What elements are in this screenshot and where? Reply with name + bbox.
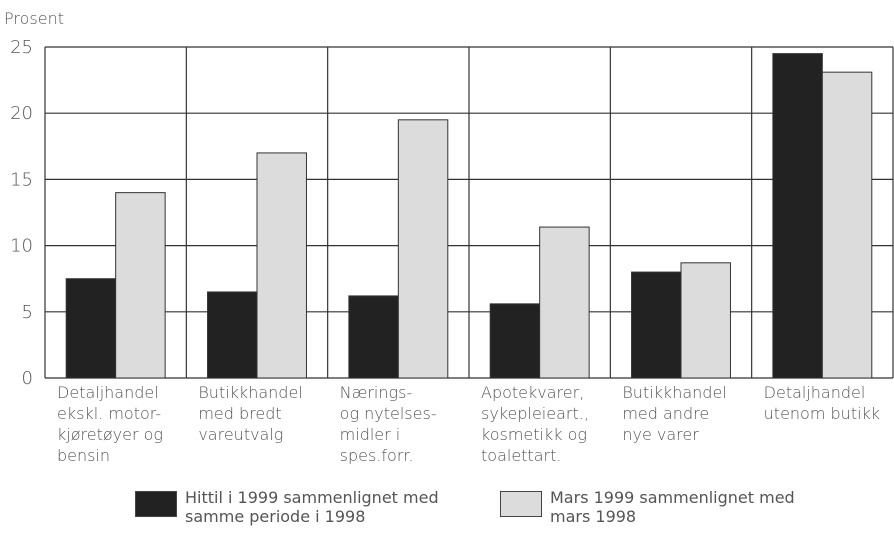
legend-swatch xyxy=(135,491,177,517)
x-tick-label: med andre xyxy=(622,404,709,423)
y-tick-label: 5 xyxy=(22,302,33,323)
legend-label: Mars 1999 sammenlignet med mars 1998 xyxy=(550,488,795,526)
legend-entry: Mars 1999 sammenlignet med mars 1998 xyxy=(500,488,850,532)
x-tick-label: nye varer xyxy=(622,425,699,444)
x-tick-label: vareutvalg xyxy=(198,425,283,444)
y-tick-label: 15 xyxy=(10,169,33,190)
bar xyxy=(115,192,166,379)
legend-label: Hittil i 1999 sammenlignet med samme per… xyxy=(185,488,439,526)
x-tick-label: kjøretøyer og xyxy=(57,425,163,444)
bar xyxy=(631,271,682,379)
bar xyxy=(348,295,399,379)
bar xyxy=(539,226,590,379)
x-tick-label: midler i xyxy=(340,425,401,444)
x-tick-label: og nytelses- xyxy=(340,404,437,423)
legend-swatch xyxy=(500,491,542,517)
x-tick-label: ekskl. motor- xyxy=(57,404,161,423)
bar xyxy=(772,53,823,379)
x-tick-label: med bredt xyxy=(198,404,281,423)
bar xyxy=(680,262,731,379)
y-axis-label: Prosent xyxy=(4,9,64,28)
x-tick-label: Detaljhandel xyxy=(57,383,159,402)
bar xyxy=(489,303,541,379)
x-tick-label: Butikkhandel xyxy=(198,383,302,402)
legend-entry: Hittil i 1999 sammenlignet med samme per… xyxy=(135,488,485,532)
y-tick-label: 0 xyxy=(22,368,33,389)
bar xyxy=(65,278,117,379)
x-tick-label: Butikkhandel xyxy=(622,383,726,402)
bar xyxy=(821,71,873,379)
bar xyxy=(207,291,258,379)
y-tick-label: 20 xyxy=(10,103,33,124)
x-tick-label: Detaljhandel xyxy=(764,383,866,402)
x-tick-label: Apotekvarer, xyxy=(481,383,584,402)
x-tick-label: toalettart. xyxy=(481,446,561,465)
x-tick-label: utenom butikk xyxy=(764,404,880,423)
y-tick-label: 25 xyxy=(10,37,33,58)
x-tick-label: sykepleieart., xyxy=(481,404,589,423)
bar xyxy=(397,119,449,379)
y-tick-label: 10 xyxy=(10,236,33,257)
x-tick-label: spes.forr. xyxy=(340,446,414,465)
x-tick-label: kosmetikk og xyxy=(481,425,587,444)
bar xyxy=(256,152,307,379)
x-tick-label: bensin xyxy=(57,446,110,465)
x-tick-label: Nærings- xyxy=(340,383,413,402)
